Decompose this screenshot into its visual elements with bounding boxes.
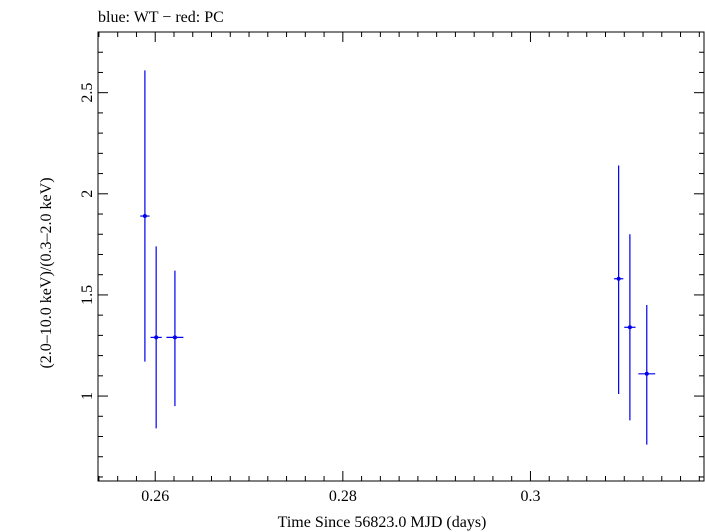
point-marker xyxy=(172,335,177,340)
x-axis-label: Time Since 56823.0 MJD (days) xyxy=(278,514,487,531)
y-tick-label: 2 xyxy=(79,190,96,198)
data-point xyxy=(150,246,162,429)
y-tick-label: 2.5 xyxy=(79,83,96,103)
data-point xyxy=(638,305,656,445)
chart-title: blue: WT − red: PC xyxy=(98,9,224,26)
tick-labels: 0.26 0.28 0.3 1 1.5 2 2.5 xyxy=(79,83,540,505)
data-points xyxy=(140,70,656,445)
axis-ticks xyxy=(98,32,704,481)
plot-frame xyxy=(97,31,705,482)
data-point xyxy=(166,270,184,407)
data-point xyxy=(624,234,636,421)
point-marker xyxy=(154,335,159,340)
point-marker xyxy=(644,371,649,376)
x-tick-label: 0.3 xyxy=(520,488,540,505)
y-axis-label: (2.0–10.0 keV)/(0.3–2.0 keV) xyxy=(38,177,55,368)
point-marker xyxy=(616,276,621,281)
point-marker xyxy=(142,214,147,219)
point-marker xyxy=(627,325,632,330)
x-tick-label: 0.26 xyxy=(141,488,169,505)
data-point xyxy=(613,165,624,395)
y-tick-label: 1 xyxy=(79,392,96,400)
x-tick-label: 0.28 xyxy=(329,488,357,505)
y-tick-label: 1.5 xyxy=(79,285,96,305)
data-point xyxy=(140,70,150,362)
